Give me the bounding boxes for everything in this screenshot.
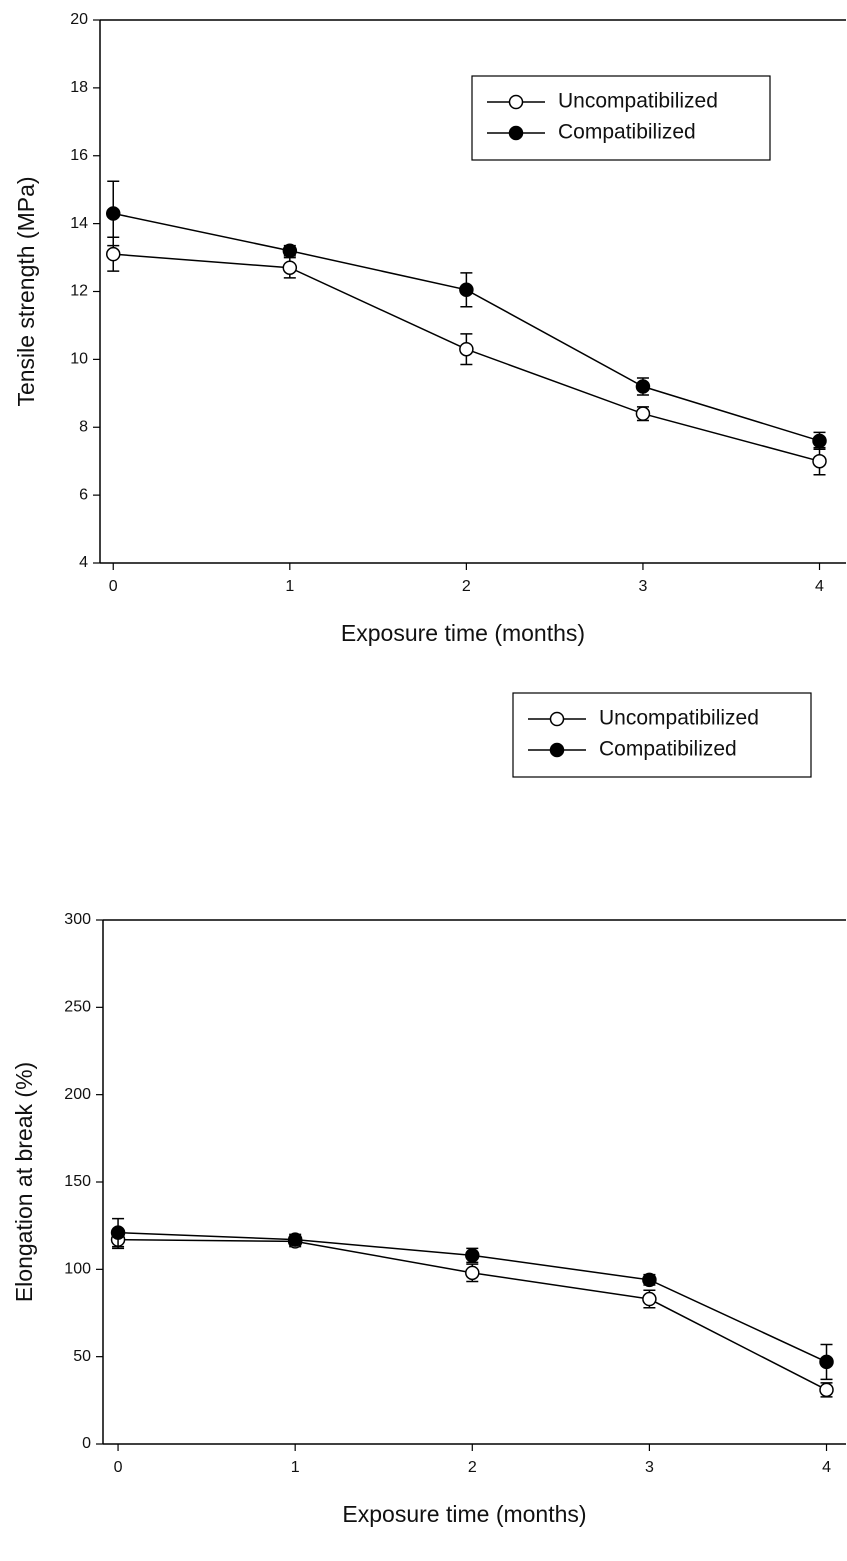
x-axis-title: Exposure time (months) [342, 1501, 586, 1527]
x-tick-label: 0 [109, 578, 118, 595]
data-point [105, 206, 121, 221]
data-point [635, 406, 651, 421]
y-tick-label: 8 [79, 418, 88, 435]
y-tick-label: 20 [70, 11, 88, 28]
data-point [642, 1272, 657, 1288]
legend-label: Uncompatibilized [599, 707, 759, 730]
x-tick-label: 0 [114, 1459, 123, 1476]
data-point [459, 282, 474, 298]
y-tick-label: 150 [64, 1173, 91, 1190]
legend-label: Compatibilized [558, 121, 696, 144]
data-point [819, 1354, 834, 1370]
data-point [812, 453, 827, 469]
x-tick-label: 1 [285, 578, 294, 595]
plot: 0 50 100 150 200 250 300 0 1 2 3 4 Exposure time (mo… [11, 692, 846, 1527]
y-tick-label: 16 [70, 147, 88, 164]
data-point [282, 243, 298, 259]
y-tick-label: 6 [79, 486, 88, 503]
legend-marker [549, 742, 565, 758]
y-tick-label: 12 [70, 283, 88, 300]
x-tick-label: 3 [638, 578, 647, 595]
legend-box [512, 692, 812, 778]
data-point [465, 1248, 480, 1263]
x-axis-title: Exposure time (months) [341, 620, 585, 646]
y-tick-label: 200 [64, 1086, 91, 1103]
x-tick-label: 4 [815, 578, 824, 595]
y-tick-label: 300 [64, 911, 91, 928]
y-axis-title: Tensile strength (MPa) [13, 176, 39, 406]
data-point [819, 1382, 834, 1398]
data-point [465, 1265, 480, 1281]
y-tick-label: 10 [70, 351, 88, 368]
x-tick-label: 4 [822, 1459, 831, 1476]
y-tick-label: 250 [64, 999, 91, 1016]
data-point [282, 260, 298, 275]
x-tick-label: 3 [645, 1459, 654, 1476]
y-axis-title: Elongation at break (%) [11, 1062, 37, 1302]
y-tick-label: 4 [79, 554, 88, 571]
legend-marker [508, 125, 524, 141]
y-tick-label: 0 [82, 1435, 91, 1452]
data-point [635, 379, 651, 394]
data-point [110, 1225, 126, 1240]
y-tick-label: 14 [70, 215, 88, 232]
x-tick-label: 1 [291, 1459, 300, 1476]
y-tick-label: 50 [73, 1348, 91, 1365]
y-tick-label: 100 [64, 1261, 91, 1278]
legend: Uncompatibilized Compatibilized [512, 692, 812, 778]
series-line [113, 212, 820, 442]
legend-box [471, 75, 771, 161]
data-point [105, 246, 121, 262]
legend-marker [508, 94, 524, 110]
data-point [459, 341, 474, 357]
y-tick-label: 18 [70, 79, 88, 96]
legend: Uncompatibilized Compatibilized [471, 75, 771, 161]
x-tick-label: 2 [468, 1459, 477, 1476]
legend-marker [549, 711, 565, 727]
legend-label: Compatibilized [599, 738, 737, 761]
legend-label: Uncompatibilized [558, 90, 718, 113]
data-point [642, 1291, 657, 1307]
x-tick-label: 2 [462, 578, 471, 595]
data-point [287, 1232, 303, 1247]
data-point [812, 433, 827, 449]
